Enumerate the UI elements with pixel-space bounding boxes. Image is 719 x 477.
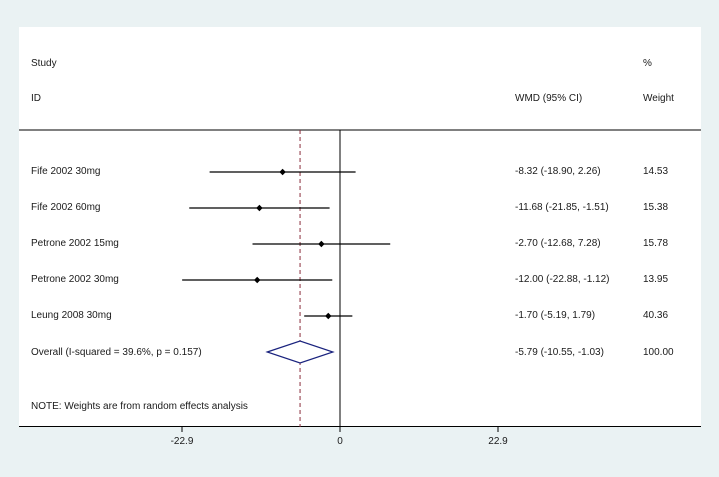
overall-label: Overall (I-squared = 39.6%, p = 0.157) bbox=[31, 347, 202, 358]
overall-ci-text: -5.79 (-10.55, -1.03) bbox=[515, 347, 604, 358]
overall-weight: 100.00 bbox=[643, 347, 674, 358]
header-study: Study bbox=[31, 58, 57, 69]
study-name: Leung 2008 30mg bbox=[31, 310, 112, 321]
study-name: Petrone 2002 15mg bbox=[31, 238, 119, 249]
study-name: Petrone 2002 30mg bbox=[31, 274, 119, 285]
x-axis-tick-label: 0 bbox=[337, 436, 343, 447]
study-point-estimate bbox=[256, 204, 263, 212]
study-weight: 14.53 bbox=[643, 166, 669, 177]
forest-plot-svg bbox=[19, 129, 701, 432]
header-percent: % bbox=[643, 58, 652, 69]
study-ci-text: -12.00 (-22.88, -1.12) bbox=[515, 274, 610, 285]
study-name: Fife 2002 30mg bbox=[31, 166, 101, 177]
header-id: ID bbox=[31, 93, 41, 104]
study-ci-text: -1.70 (-5.19, 1.79) bbox=[515, 310, 596, 321]
study-name: Fife 2002 60mg bbox=[31, 202, 101, 213]
forest-plot-panel: Study ID WMD (95% CI) % Weight Fife 2002… bbox=[19, 27, 701, 432]
study-ci-text: -8.32 (-18.90, 2.26) bbox=[515, 166, 601, 177]
study-point-estimate bbox=[279, 168, 286, 176]
study-weight: 40.36 bbox=[643, 310, 669, 321]
study-point-estimate bbox=[325, 312, 332, 320]
study-ci-text: -11.68 (-21.85, -1.51) bbox=[515, 202, 609, 213]
weights-note: NOTE: Weights are from random effects an… bbox=[31, 401, 248, 412]
x-axis-tick-label: -22.9 bbox=[170, 436, 194, 447]
study-weight: 15.78 bbox=[643, 238, 669, 249]
study-point-estimate bbox=[254, 276, 261, 284]
header-effect: WMD (95% CI) bbox=[515, 93, 583, 104]
overall-diamond bbox=[265, 340, 335, 364]
study-point-estimate bbox=[318, 240, 325, 248]
study-ci-text: -2.70 (-12.68, 7.28) bbox=[515, 238, 601, 249]
study-weight: 13.95 bbox=[643, 274, 669, 285]
study-weight: 15.38 bbox=[643, 202, 669, 213]
header-weight: Weight bbox=[643, 93, 674, 104]
x-axis-tick-label: 22.9 bbox=[488, 436, 508, 447]
